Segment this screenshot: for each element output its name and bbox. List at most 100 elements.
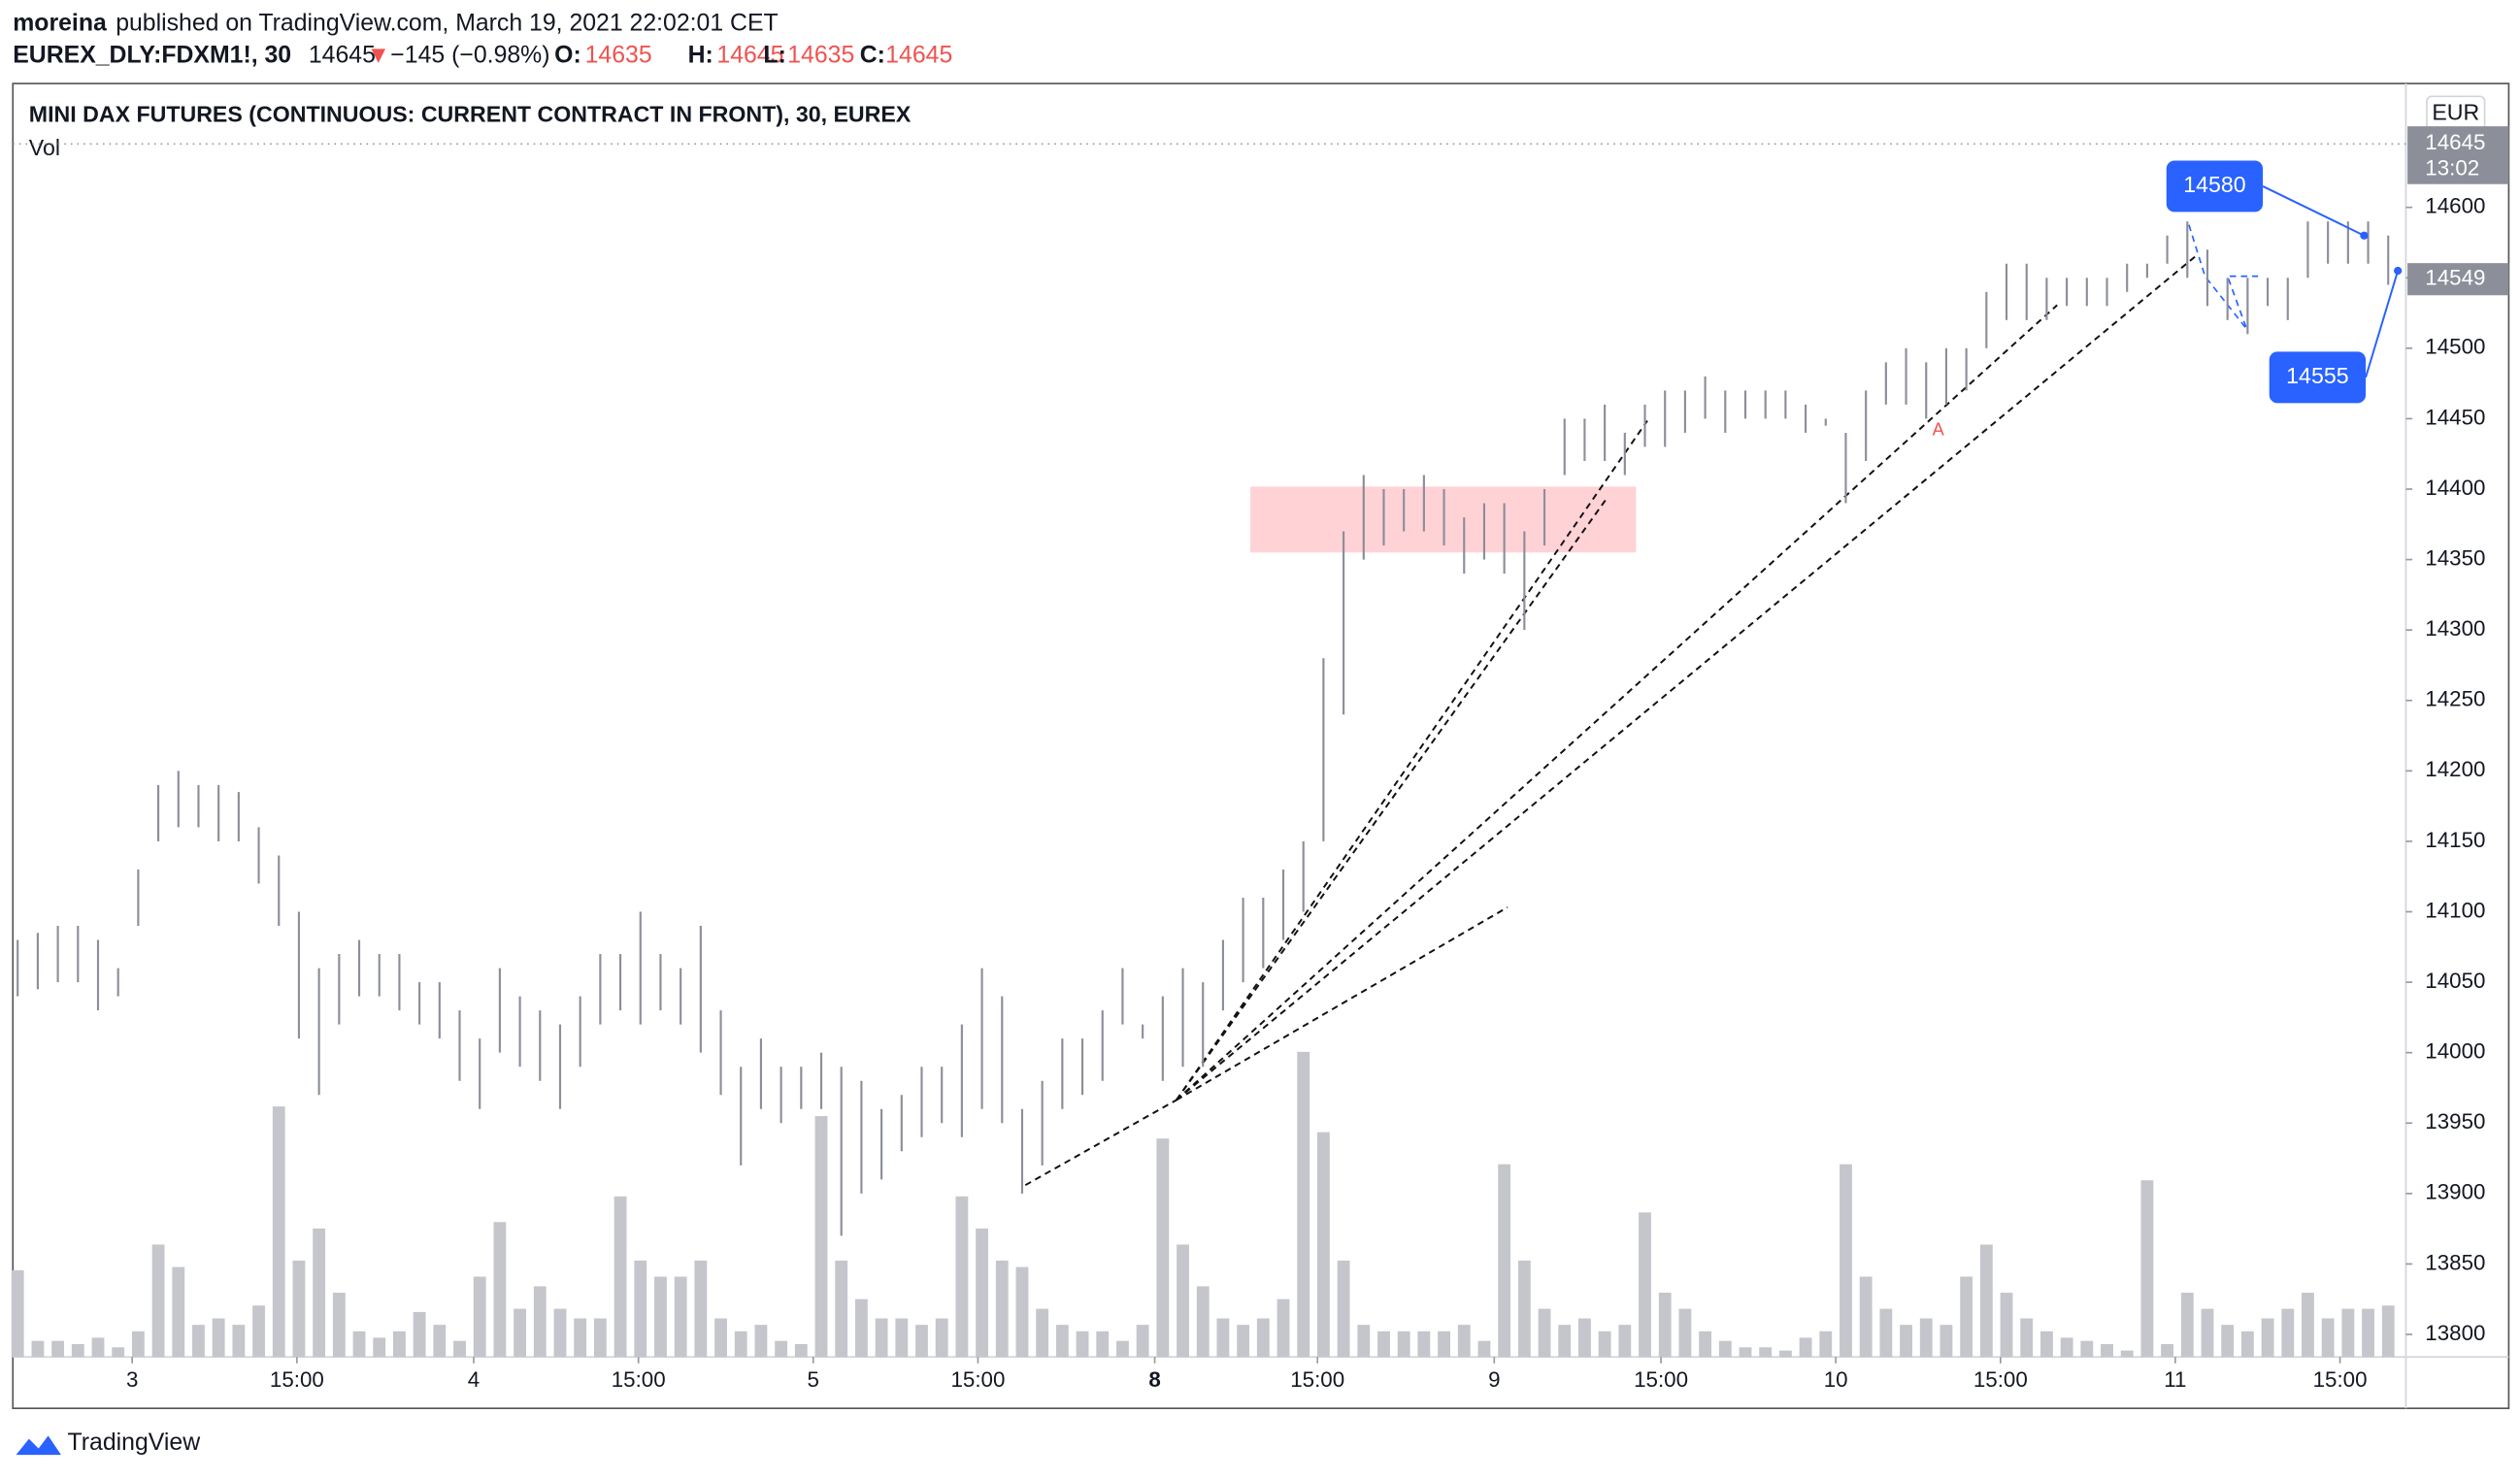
volume-bar <box>1919 1318 1933 1358</box>
volume-bar <box>2120 1350 2134 1358</box>
volume-bar <box>533 1286 547 1358</box>
y-tick-label: 14400 <box>2425 476 2485 500</box>
volume-bar <box>2040 1331 2053 1358</box>
volume-bar <box>1136 1325 1149 1358</box>
volume-bar <box>1498 1164 1511 1358</box>
volume-bar <box>1739 1347 1752 1358</box>
volume-bar <box>1960 1276 1973 1358</box>
annotation: A <box>1933 419 1945 439</box>
volume-bar <box>1277 1298 1290 1358</box>
volume-bar <box>1879 1308 1893 1358</box>
volume-bar <box>976 1228 988 1358</box>
volume-bar <box>2180 1293 2194 1358</box>
volume-bar <box>2261 1318 2274 1358</box>
volume-bar <box>332 1293 346 1358</box>
y-tick-label: 14500 <box>2425 335 2485 359</box>
volume-bar <box>352 1331 366 1358</box>
volume-bar <box>674 1276 687 1358</box>
volume-bar <box>2302 1293 2314 1358</box>
volume-bar <box>1718 1340 1732 1358</box>
volume-bar <box>252 1305 265 1358</box>
volume-bar <box>1438 1331 1450 1358</box>
y-tick-label: 14450 <box>2425 405 2485 429</box>
volume-bar <box>1940 1325 1953 1358</box>
volume-bar <box>493 1222 507 1358</box>
volume-bar <box>192 1325 205 1358</box>
volume-bar <box>1177 1244 1189 1358</box>
volume-bar <box>2060 1337 2073 1358</box>
volume-bar <box>2381 1305 2395 1358</box>
trend-lines <box>1024 252 2200 1187</box>
y-tick-label: 14350 <box>2425 546 2485 571</box>
volume-bar <box>1457 1325 1471 1358</box>
volume-bar <box>654 1276 667 1358</box>
x-tick-label: 10 <box>1824 1367 1848 1392</box>
low: 14635 <box>787 42 854 68</box>
callout-box <box>2166 160 2264 213</box>
y-tick-label: 14050 <box>2425 969 2485 993</box>
volume-bar <box>1658 1293 1672 1358</box>
callout-point <box>2360 231 2369 240</box>
volume-bar <box>574 1318 587 1358</box>
volume-bar <box>1156 1138 1170 1358</box>
volume-bar <box>71 1344 84 1358</box>
volume-bar <box>1015 1266 1029 1358</box>
last: 14645 <box>309 42 376 68</box>
volume-bar <box>2201 1308 2214 1358</box>
volume-bar <box>1859 1276 1873 1358</box>
callout-label: 14580 <box>2183 172 2245 197</box>
volume-bar <box>393 1331 406 1358</box>
x-tick-label: 11 <box>2164 1367 2186 1392</box>
volume-bar <box>1639 1212 1651 1358</box>
volume-bar <box>1900 1325 1912 1358</box>
open: 14635 <box>585 42 652 68</box>
volume-bar <box>1759 1347 1773 1358</box>
volume-bar <box>1538 1308 1551 1358</box>
volume-bar <box>1116 1340 1129 1358</box>
volume-bar <box>2161 1344 2174 1358</box>
x-tick-label: 15:00 <box>270 1367 324 1392</box>
volume-bar <box>935 1318 948 1358</box>
x-tick-label: 3 <box>126 1367 138 1392</box>
y-tick-label: 13950 <box>2425 1109 2485 1134</box>
o-label: O: <box>554 42 581 68</box>
x-tick-label: 15:00 <box>612 1367 666 1392</box>
volume-bar <box>754 1325 768 1358</box>
volume-bar <box>2362 1308 2374 1358</box>
volume-bar <box>835 1260 848 1358</box>
volume-bar <box>1357 1325 1371 1358</box>
x-tick-label: 15:00 <box>1634 1367 1688 1392</box>
last-price-box <box>2407 126 2509 184</box>
volume-bar <box>313 1228 326 1358</box>
volume-bar <box>1316 1132 1330 1358</box>
volume-bar <box>714 1318 727 1358</box>
close: 14645 <box>885 42 952 68</box>
volume-bar <box>2080 1340 2094 1358</box>
volume-bar <box>292 1260 306 1358</box>
volume-bar <box>1598 1331 1611 1358</box>
volume-bar <box>1237 1325 1250 1358</box>
volume-bar <box>413 1311 426 1358</box>
volume-bar <box>1979 1244 1993 1358</box>
y-tick-label: 14200 <box>2425 757 2485 781</box>
volume-bar <box>1377 1331 1390 1358</box>
y-tick-label: 14150 <box>2425 828 2485 852</box>
change: −145 (−0.98%) <box>390 42 549 68</box>
volume-bar <box>1799 1337 1812 1358</box>
x-tick-label: 15:00 <box>1290 1367 1344 1392</box>
y-tick-label: 14000 <box>2425 1039 2485 1064</box>
volume-bar <box>433 1325 447 1358</box>
volume-bar <box>593 1318 607 1358</box>
high: 14645 <box>716 42 783 68</box>
x-tick-label: 8 <box>1148 1367 1160 1392</box>
volume-bar <box>91 1337 105 1358</box>
volume-bar <box>1256 1318 1270 1358</box>
volume-bar <box>1055 1325 1069 1358</box>
footer-bg <box>0 1411 2520 1479</box>
brand-logo <box>16 1435 61 1456</box>
y-tick-label: 14100 <box>2425 898 2485 922</box>
x-tick-label: 4 <box>468 1367 480 1392</box>
volume-bar <box>514 1308 527 1358</box>
